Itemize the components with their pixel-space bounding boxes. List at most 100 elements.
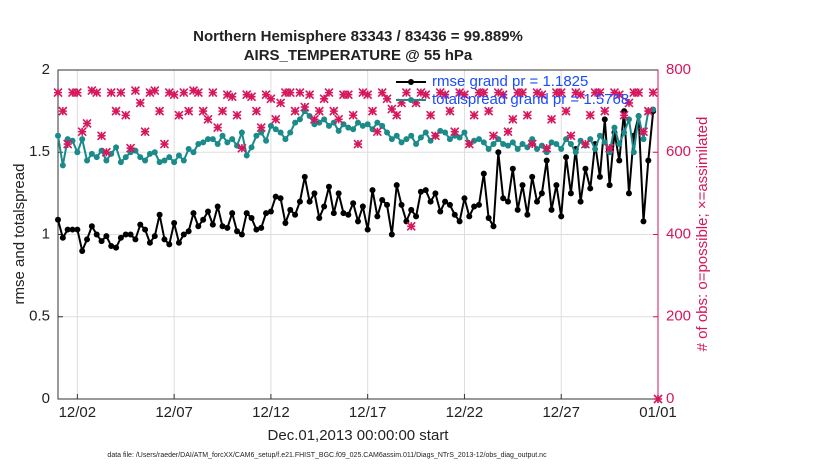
obs-marker — [329, 106, 339, 116]
data-point — [630, 149, 637, 156]
y-tick-label: 1 — [42, 225, 50, 242]
data-point — [471, 203, 478, 210]
y2-axis-label: # of obs: o=possible; ×=assimilated — [694, 117, 711, 352]
data-point — [490, 141, 497, 148]
data-point — [553, 182, 560, 189]
obs-marker — [227, 92, 237, 102]
obs-marker — [609, 88, 620, 98]
obs-marker — [392, 110, 402, 120]
obs-marker — [396, 98, 407, 108]
data-point — [98, 238, 105, 245]
data-point — [224, 224, 231, 231]
obs-marker — [643, 106, 653, 116]
data-point — [166, 154, 173, 161]
data-point — [166, 241, 173, 248]
data-point — [103, 233, 110, 240]
data-point — [127, 231, 134, 238]
obs-marker — [367, 106, 378, 116]
data-point — [538, 190, 545, 197]
data-point — [214, 203, 221, 210]
data-point — [534, 198, 541, 205]
data-point — [519, 182, 526, 189]
data-point — [403, 136, 410, 143]
data-point — [79, 136, 86, 143]
obs-marker — [459, 90, 470, 100]
data-point — [238, 231, 245, 238]
legend-label: rmse grand pr = 1.1825 — [432, 73, 588, 90]
chart-subtitle: AIRS_TEMPERATURE @ 55 hPa — [244, 47, 473, 64]
data-point — [374, 213, 381, 220]
data-point — [301, 173, 308, 180]
data-point — [388, 136, 395, 143]
data-point — [287, 206, 294, 213]
obs-marker — [174, 110, 184, 120]
data-point — [345, 211, 352, 218]
data-point — [355, 218, 361, 225]
data-point — [514, 206, 521, 213]
data-point — [413, 213, 420, 220]
obs-marker — [493, 88, 503, 98]
obs-marker — [648, 88, 658, 98]
obs-marker — [92, 88, 102, 98]
data-point — [219, 132, 226, 139]
data-point — [200, 216, 207, 223]
data-point — [137, 154, 144, 161]
obs-marker — [251, 106, 261, 116]
obs-marker — [469, 110, 479, 120]
data-point — [601, 116, 608, 123]
data-point — [379, 196, 386, 203]
data-point — [563, 136, 570, 143]
data-point — [282, 219, 289, 226]
y2-tick-label: 800 — [666, 61, 691, 78]
data-point — [645, 157, 652, 164]
obs-marker — [479, 88, 489, 98]
legend-marker — [408, 79, 414, 85]
obs-marker — [222, 90, 232, 100]
obs-marker — [266, 94, 276, 104]
obs-marker — [145, 88, 155, 98]
data-point — [103, 157, 110, 164]
data-point — [398, 139, 405, 146]
data-point — [393, 132, 400, 139]
obs-marker — [527, 139, 537, 149]
data-point — [277, 129, 284, 136]
obs-marker — [242, 90, 252, 100]
data-point — [596, 132, 603, 139]
data-point — [190, 210, 197, 217]
obs-marker — [295, 88, 305, 98]
data-point — [142, 226, 149, 233]
data-point — [553, 141, 560, 148]
data-point — [616, 141, 623, 148]
obs-marker — [508, 114, 518, 124]
data-point — [74, 226, 81, 233]
data-point — [500, 195, 507, 202]
obs-marker — [363, 90, 373, 100]
data-point — [640, 218, 647, 225]
obs-marker — [309, 114, 320, 124]
obs-marker — [416, 88, 426, 98]
obs-marker — [208, 88, 218, 98]
data-point — [384, 129, 391, 136]
data-point — [422, 129, 429, 136]
data-point — [340, 210, 347, 217]
data-point — [156, 159, 163, 166]
data-point — [456, 218, 463, 225]
data-point — [592, 145, 599, 152]
data-point — [229, 136, 236, 143]
data-point — [558, 145, 565, 152]
data-point — [272, 126, 279, 133]
data-point — [243, 152, 250, 159]
y2-tick-label: 600 — [666, 143, 691, 160]
obs-marker — [96, 131, 107, 141]
data-point — [335, 190, 342, 197]
x-axis-label: Dec.01,2013 00:00:00 start — [268, 427, 450, 444]
obs-marker — [532, 88, 542, 98]
data-point — [442, 198, 449, 205]
data-point — [282, 136, 289, 143]
obs-marker — [426, 110, 436, 120]
obs-marker — [571, 88, 581, 98]
y2-tick-label: 0 — [666, 390, 674, 407]
obs-marker — [121, 110, 131, 120]
data-point — [446, 201, 453, 208]
obs-marker — [111, 106, 121, 116]
